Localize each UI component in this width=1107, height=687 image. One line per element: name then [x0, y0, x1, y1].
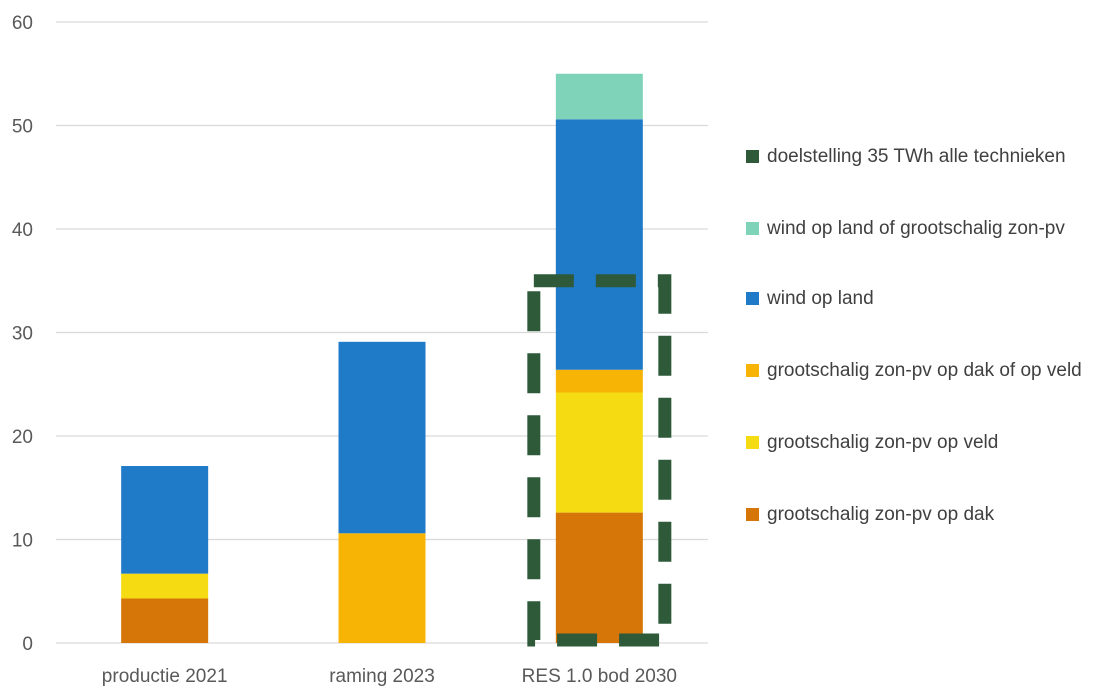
y-tick-label: 10: [12, 531, 33, 552]
legend-label: grootschalig zon-pv op dak of op veld: [767, 360, 1082, 381]
legend-item-wind: wind op land: [746, 286, 1107, 312]
legend-item-solar-field: grootschalig zon-pv op veld: [746, 430, 1107, 456]
target-outline: [527, 274, 672, 647]
legend-swatch: [746, 150, 759, 163]
legend-swatch: [746, 364, 759, 377]
target-dashed-outline: [527, 274, 672, 647]
bar-segment: [555, 119, 643, 370]
y-tick-label: 60: [12, 13, 33, 34]
legend-swatch: [746, 436, 759, 449]
bar-segment: [555, 369, 643, 393]
bar-segment: [338, 341, 426, 534]
y-axis-ticks: 0 10 20 30 40 50 60: [12, 13, 33, 655]
y-tick-label: 0: [22, 634, 33, 655]
legend-label: doelstelling 35 TWh alle technieken: [767, 146, 1066, 167]
legend-item-wind-or-solar: wind op land of grootschalig zon-pv: [746, 216, 1107, 242]
y-tick-label: 20: [12, 427, 33, 448]
y-tick-label: 50: [12, 117, 33, 138]
bar-segment: [338, 533, 426, 643]
legend-label: wind op land: [767, 288, 874, 309]
bar-segment: [555, 73, 643, 120]
y-tick-label: 40: [12, 220, 33, 241]
x-tick-label: raming 2023: [329, 666, 435, 687]
bar-segment: [555, 392, 643, 513]
x-tick-label: RES 1.0 bod 2030: [522, 666, 677, 687]
y-tick-label: 30: [12, 324, 33, 345]
legend-label: grootschalig zon-pv op veld: [767, 432, 999, 453]
x-axis-ticks: productie 2021 raming 2023 RES 1.0 bod 203…: [102, 666, 677, 687]
bar-segment: [121, 573, 209, 599]
legend-swatch: [746, 292, 759, 305]
bar-segment: [555, 512, 643, 643]
legend-swatch: [746, 222, 759, 235]
legend-label: wind op land of grootschalig zon-pv: [767, 218, 1065, 239]
legend-label: grootschalig zon-pv op dak: [767, 504, 995, 525]
x-tick-label: productie 2021: [102, 666, 228, 687]
bar-segment: [121, 466, 209, 574]
bars: [121, 73, 643, 643]
legend-item-solar-roof: grootschalig zon-pv op dak: [746, 502, 1107, 528]
legend-item-target: doelstelling 35 TWh alle technieken: [746, 144, 1107, 170]
legend-item-solar-roof-or-field: grootschalig zon-pv op dak of op veld: [746, 358, 1107, 384]
bar-segment: [121, 598, 209, 643]
legend-swatch: [746, 508, 759, 521]
